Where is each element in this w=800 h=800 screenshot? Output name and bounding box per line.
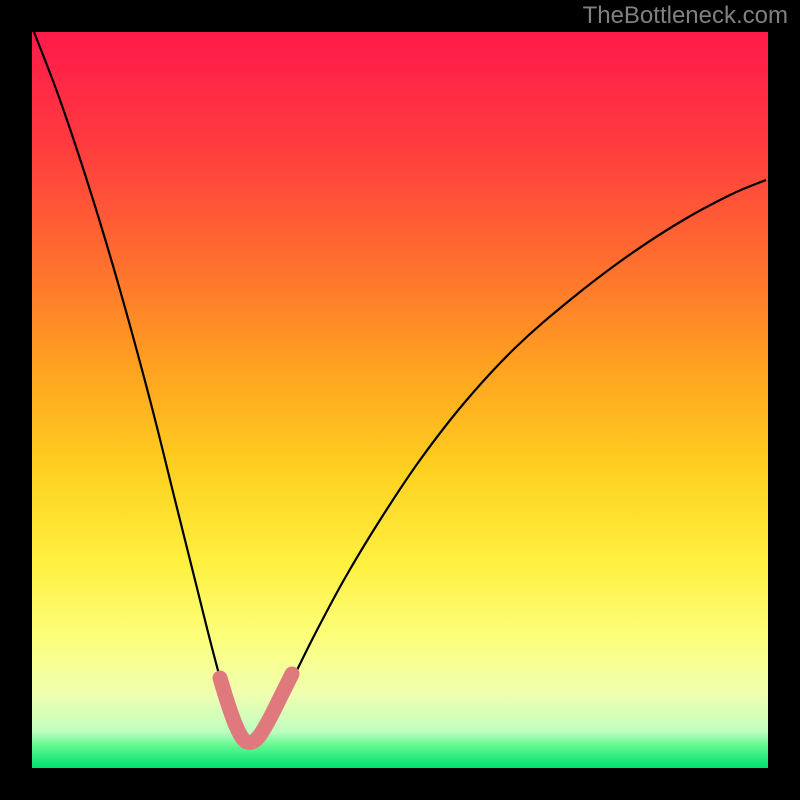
watermark-text: TheBottleneck.com <box>583 2 788 30</box>
chart-container: TheBottleneck.com <box>0 0 800 800</box>
chart-svg <box>0 0 800 800</box>
